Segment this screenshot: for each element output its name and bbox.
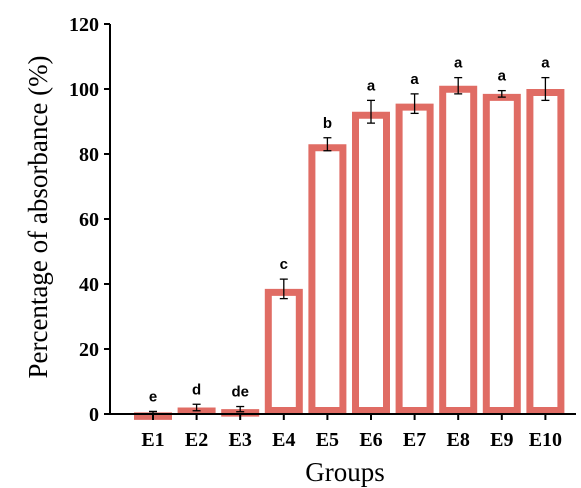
x-tick-label: E9 xyxy=(490,429,513,451)
y-tick-label: 60 xyxy=(79,209,99,231)
bar xyxy=(264,288,303,414)
error-bar xyxy=(497,89,506,98)
x-tick-label: E5 xyxy=(316,429,339,451)
y-tick-label: 80 xyxy=(79,144,99,166)
significance-label: de xyxy=(231,384,249,401)
error-bar xyxy=(236,405,245,413)
x-tick-label: E4 xyxy=(272,429,295,451)
y-tick-label: 100 xyxy=(69,79,99,101)
x-axis-title: Groups xyxy=(305,457,385,487)
significance-label: b xyxy=(323,115,332,132)
error-bars-layer xyxy=(149,76,550,415)
error-bar xyxy=(541,76,550,102)
y-tick-label: 40 xyxy=(79,274,99,296)
significance-label: a xyxy=(541,55,550,72)
y-ticks-layer: 0 20 40 60 80 100 120 xyxy=(69,14,110,426)
significance-label: e xyxy=(149,388,157,405)
error-bar xyxy=(323,137,332,152)
x-tick-label: E10 xyxy=(529,429,562,451)
y-tick-label: 0 xyxy=(89,404,99,426)
y-axis-title: Percentage of absorbance (%) xyxy=(23,55,53,378)
significance-label: a xyxy=(498,68,507,85)
x-tick-label: E1 xyxy=(141,429,164,451)
bar xyxy=(308,144,347,414)
x-ticks-layer: E1 E2 E3 E4 E5 E6 E7 E8 E9 E10 xyxy=(141,414,562,451)
significance-label: a xyxy=(367,77,376,94)
error-bar xyxy=(192,403,201,412)
x-tick-label: E2 xyxy=(185,429,208,451)
x-tick-label: E3 xyxy=(229,429,252,451)
significance-labels-layer: e d de c b a a a a a xyxy=(149,55,550,406)
bar xyxy=(352,111,390,414)
bar xyxy=(482,93,521,414)
x-tick-label: E6 xyxy=(359,429,382,451)
error-bar xyxy=(279,278,288,300)
x-tick-label: E8 xyxy=(447,429,470,451)
significance-label: a xyxy=(454,55,463,72)
error-bar xyxy=(367,99,375,124)
bar xyxy=(395,103,434,414)
bar xyxy=(526,89,565,414)
significance-label: d xyxy=(192,381,201,398)
y-tick-label: 120 xyxy=(69,14,99,36)
bars-layer xyxy=(134,85,565,420)
y-tick-label: 20 xyxy=(79,339,99,361)
bar xyxy=(439,85,478,414)
error-bar xyxy=(454,76,463,95)
significance-label: c xyxy=(280,256,288,273)
error-bar xyxy=(410,93,419,115)
x-tick-label: E7 xyxy=(403,429,426,451)
significance-label: a xyxy=(410,71,419,88)
